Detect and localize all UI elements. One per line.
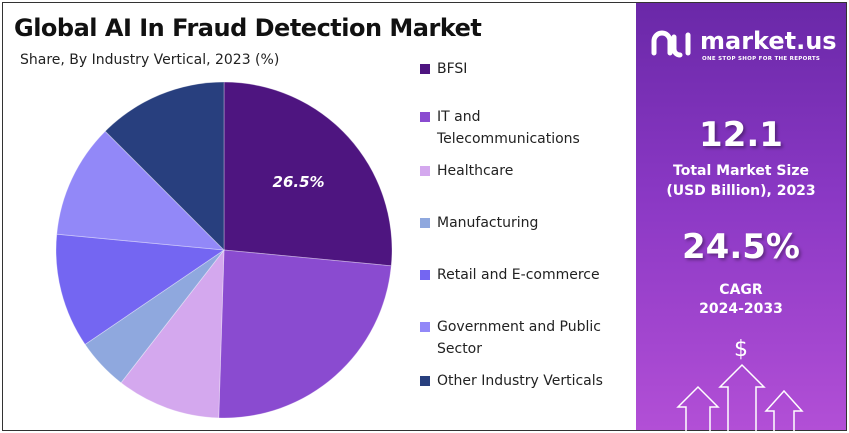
pie-slice-manufacturing (84, 249, 225, 384)
legend-label: Retail and E-commerce (437, 264, 600, 286)
market-size-value: 12.1 (699, 115, 783, 155)
pie-slice-government-and-public-sector (56, 130, 226, 251)
legend-swatch (420, 376, 430, 386)
pie-slice-it-and-telecommunications (218, 249, 392, 419)
legend-label: Healthcare (437, 160, 513, 182)
legend-label: IT and Telecommunications (437, 106, 580, 150)
legend-item: Government and Public Sector (420, 316, 601, 360)
legend-item: BFSI (420, 58, 467, 80)
chart-title: Global AI In Fraud Detection Market (14, 14, 482, 42)
logo-tagline: ONE STOP SHOP FOR THE REPORTS (702, 56, 821, 62)
legend-item: Healthcare (420, 160, 513, 182)
legend-label-line: Government and Public (437, 319, 601, 335)
legend-label: Government and Public Sector (437, 316, 601, 360)
legend-item: Retail and E-commerce (420, 264, 600, 286)
chart-subtitle: Share, By Industry Vertical, 2023 (%) (20, 52, 280, 68)
logo-icon (651, 30, 691, 58)
legend-label-line: BFSI (437, 61, 468, 77)
legend-swatch (420, 218, 430, 228)
logo: market.us ONE STOP SHOP FOR THE REPORTS (650, 27, 840, 63)
data-label: 26.5% (273, 173, 325, 191)
legend-label-line: Sector (437, 341, 483, 357)
cagr-period: 2024-2033 (699, 301, 783, 317)
logo-name: market.us (700, 27, 837, 55)
legend-label: Other Industry Verticals (437, 370, 603, 392)
legend-label-line: Healthcare (437, 163, 514, 179)
legend-item: Other Industry Verticals (420, 370, 603, 392)
growth-arrows-icon (676, 363, 804, 431)
pie-chart: 26.5% (55, 81, 393, 419)
legend-swatch (420, 270, 430, 280)
pie-slice-healthcare (120, 248, 225, 419)
legend-label-line: IT and (437, 109, 481, 125)
legend-swatch (420, 166, 430, 176)
legend-item: Manufacturing (420, 212, 538, 234)
legend-item: IT and Telecommunications (420, 106, 580, 150)
legend-label: BFSI (437, 58, 467, 80)
market-size-label: Total Market Size (673, 163, 809, 179)
cagr-label: CAGR (719, 282, 763, 298)
legend-label-line: Retail and E-commerce (437, 267, 600, 283)
pie-slice-bfsi (223, 81, 393, 267)
dollar-icon: $ (734, 337, 748, 362)
legend-swatch (420, 64, 430, 74)
pie-slice-retail-and-e-commerce (55, 233, 226, 345)
legend-swatch (420, 322, 430, 332)
legend-label-line: Telecommunications (437, 131, 580, 147)
legend-label-line: Other Industry Verticals (437, 373, 603, 389)
cagr-value: 24.5% (682, 227, 800, 267)
pie-slice-other-industry-verticals (104, 81, 225, 251)
legend-label: Manufacturing (437, 212, 538, 234)
market-size-label-2: (USD Billion), 2023 (666, 183, 816, 199)
info-panel: market.us ONE STOP SHOP FOR THE REPORTS … (636, 3, 846, 431)
legend-swatch (420, 112, 430, 122)
legend-label-line: Manufacturing (437, 215, 539, 231)
